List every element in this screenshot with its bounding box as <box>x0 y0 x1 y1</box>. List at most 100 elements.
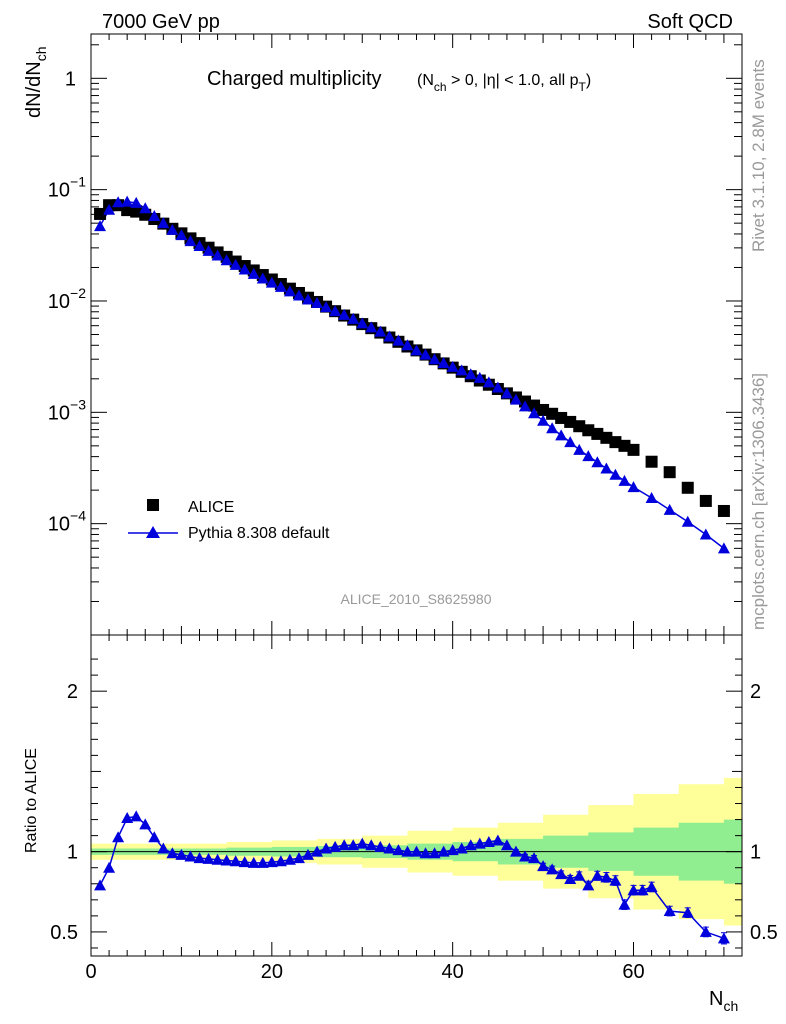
ratio-point <box>464 839 477 851</box>
ratio-point <box>374 840 387 852</box>
pythia-point <box>274 280 287 292</box>
pythia-point <box>582 450 595 462</box>
analysis-id: ALICE_2010_S8625980 <box>340 591 491 607</box>
pythia-point <box>130 196 143 208</box>
ratio-point <box>130 810 143 822</box>
ratio-point <box>112 831 125 843</box>
ratio-y-tick-label-right: 1 <box>750 842 761 864</box>
ratio-point <box>256 856 269 868</box>
ratio-y-tick-label: 2 <box>67 681 78 703</box>
ratio-point <box>202 852 215 864</box>
x-tick-label: 60 <box>622 961 644 983</box>
title-sub-end: ) <box>586 72 591 89</box>
alice-point <box>546 407 559 420</box>
ratio-y-tick-labels: 0.5 0.5 1 1 2 2 <box>50 681 778 944</box>
pythia-point <box>238 263 251 275</box>
main-y-axis-label: dN/dNch <box>23 47 49 119</box>
pythia-point <box>347 312 360 324</box>
main-y-tick-label: 10−2 <box>48 285 86 313</box>
ratio-point <box>139 818 152 830</box>
title-sub-T: T <box>579 80 587 94</box>
pythia-point <box>401 339 414 351</box>
legend: ALICE Pythia 8.308 default <box>128 499 330 542</box>
ratio-point <box>410 845 423 857</box>
ratio-point <box>401 845 414 857</box>
alice-point <box>699 494 712 507</box>
alice-point <box>573 420 586 433</box>
header-right: Soft QCD <box>647 11 733 33</box>
ratio-point <box>609 874 622 886</box>
pythia-point <box>410 344 423 356</box>
ratio-point <box>311 845 324 857</box>
pythia-point <box>175 229 188 241</box>
ratio-point <box>482 836 495 848</box>
main-y-tick-label-base: 10 <box>48 402 70 424</box>
alice-point <box>717 504 730 517</box>
ratio-pythia-series <box>94 810 730 945</box>
ratio-point <box>681 906 694 918</box>
pythia-point <box>302 293 314 305</box>
pythia-point <box>157 217 170 229</box>
pythia-point <box>356 317 369 329</box>
ratio-point <box>537 860 550 872</box>
ratio-point <box>238 856 251 868</box>
ratio-point <box>121 811 134 823</box>
pythia-point <box>292 289 305 301</box>
ratio-point <box>528 852 541 864</box>
ratio-point <box>699 925 712 937</box>
pythia-point <box>121 195 134 207</box>
pythia-point <box>537 414 550 426</box>
pythia-point <box>573 443 586 455</box>
main-y-tick-label-base: 10 <box>48 291 70 313</box>
pythia-point <box>600 462 613 474</box>
title-sub-rest: > 0, |η| < 1.0, all p <box>447 72 579 89</box>
alice-point <box>645 455 658 468</box>
pythia-point <box>211 249 224 261</box>
ratio-point <box>582 879 595 891</box>
ratio-point <box>211 853 224 865</box>
pythia-point <box>482 376 495 388</box>
plot-title-cuts: (Nch > 0, |η| < 1.0, all pT) <box>417 72 591 94</box>
ratio-point <box>265 856 278 868</box>
ratio-point <box>546 863 559 875</box>
pythia-point <box>500 387 513 399</box>
pythia-point <box>509 393 522 405</box>
ratio-point <box>302 848 314 860</box>
ratio-point <box>392 844 405 856</box>
ratio-point <box>229 855 242 867</box>
ratio-point <box>519 850 531 862</box>
ratio-point <box>446 844 459 856</box>
ratio-point <box>283 853 296 865</box>
pythia-point <box>555 429 568 441</box>
pythia-point <box>166 223 179 235</box>
ratio-point <box>103 861 116 873</box>
pythia-point <box>247 267 260 279</box>
pythia-point <box>329 305 342 317</box>
ratio-point <box>555 868 568 880</box>
pythia-line <box>99 200 725 549</box>
pythia-point <box>564 436 577 448</box>
pythia-point <box>256 272 269 284</box>
ratio-point <box>320 842 333 854</box>
rivet-label: Rivet 3.1.10, 2.8M events <box>749 59 768 252</box>
ratio-point <box>500 839 513 851</box>
ratio-point <box>383 842 396 854</box>
alice-point <box>663 466 676 479</box>
ratio-point <box>356 837 369 849</box>
main-y-tick-label: 1 <box>65 68 76 90</box>
ratio-point <box>627 884 640 896</box>
title-sub-open: (N <box>417 72 434 89</box>
alice-point <box>681 481 694 494</box>
ratio-point <box>220 854 233 866</box>
ratio-point <box>437 845 450 857</box>
main-y-tick-label-base: 10 <box>48 180 70 202</box>
pythia-curve <box>99 200 725 549</box>
ratio-point <box>292 852 305 864</box>
mcplots-label: mcplots.cern.ch [arXiv:1306.3436] <box>749 373 768 630</box>
x-axis-label: Nch <box>709 988 738 1014</box>
pythia-point <box>609 468 622 480</box>
main-plot-frame <box>90 33 743 636</box>
pythia-point <box>546 422 559 434</box>
ratio-point <box>419 847 432 859</box>
